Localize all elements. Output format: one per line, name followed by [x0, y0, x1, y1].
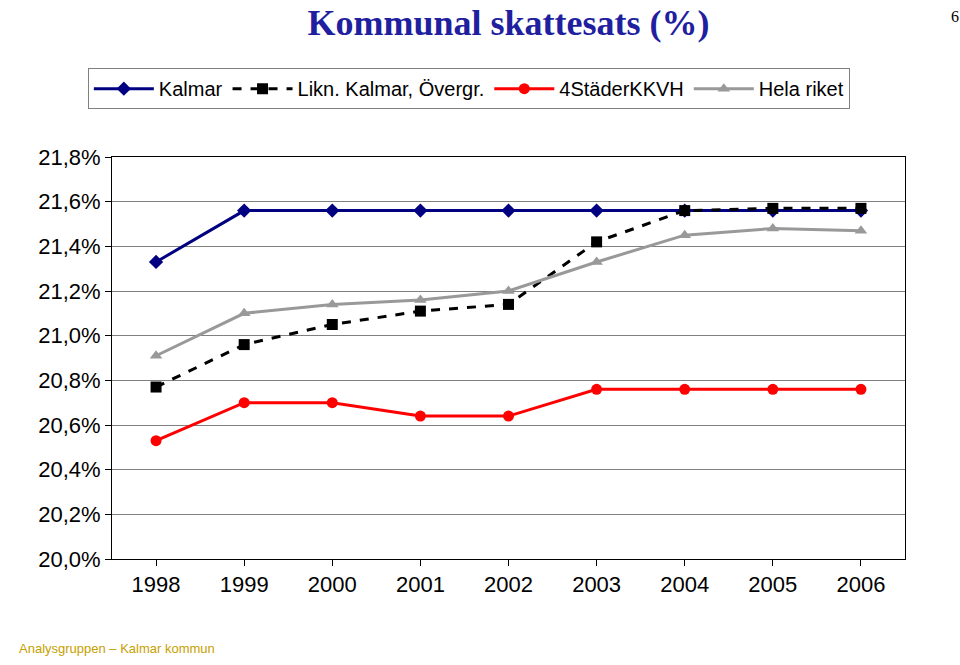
svg-text:21,0%: 21,0%	[38, 323, 100, 348]
svg-text:6: 6	[951, 8, 959, 25]
svg-text:2005: 2005	[748, 572, 797, 597]
svg-text:21,2%: 21,2%	[38, 279, 100, 304]
svg-text:Kalmar: Kalmar	[159, 78, 223, 100]
svg-text:21,4%: 21,4%	[38, 234, 100, 259]
svg-text:1998: 1998	[132, 572, 181, 597]
svg-text:21,8%: 21,8%	[38, 145, 100, 170]
svg-text:1999: 1999	[220, 572, 269, 597]
svg-text:2006: 2006	[836, 572, 885, 597]
svg-text:2000: 2000	[308, 572, 357, 597]
svg-text:20,4%: 20,4%	[38, 457, 100, 482]
svg-text:21,6%: 21,6%	[38, 189, 100, 214]
svg-text:Kommunal skattesats (%): Kommunal skattesats (%)	[308, 3, 710, 43]
svg-text:20,0%: 20,0%	[38, 547, 100, 572]
svg-text:2002: 2002	[484, 572, 533, 597]
svg-text:2001: 2001	[396, 572, 445, 597]
svg-text:20,2%: 20,2%	[38, 502, 100, 527]
svg-text:20,8%: 20,8%	[38, 368, 100, 393]
svg-text:Analysgruppen – Kalmar kommun: Analysgruppen – Kalmar kommun	[19, 641, 215, 656]
svg-text:2004: 2004	[660, 572, 709, 597]
svg-text:Hela riket: Hela riket	[759, 78, 844, 100]
svg-text:Likn. Kalmar, Övergr.: Likn. Kalmar, Övergr.	[298, 78, 485, 100]
svg-text:2003: 2003	[572, 572, 621, 597]
svg-text:20,6%: 20,6%	[38, 413, 100, 438]
svg-text:4StäderKKVH: 4StäderKKVH	[559, 78, 684, 100]
